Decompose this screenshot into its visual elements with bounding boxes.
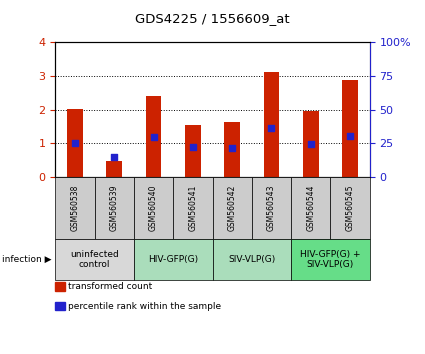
Text: transformed count: transformed count [68,282,152,291]
Text: GSM560540: GSM560540 [149,185,158,231]
Text: infection ▶: infection ▶ [2,255,51,264]
Text: HIV-GFP(G): HIV-GFP(G) [148,255,198,264]
Text: GDS4225 / 1556609_at: GDS4225 / 1556609_at [135,12,290,25]
Point [229,145,235,151]
Point [347,133,354,139]
Bar [342,80,358,177]
Bar [106,161,122,177]
Bar [67,109,83,177]
Text: GSM560542: GSM560542 [228,185,237,231]
Bar [185,125,201,177]
Point [150,134,157,139]
Bar [303,112,319,177]
Text: GSM560539: GSM560539 [110,185,119,231]
Text: GSM560543: GSM560543 [267,185,276,231]
Bar [264,72,279,177]
Point [307,142,314,147]
Text: percentile rank within the sample: percentile rank within the sample [68,302,221,311]
Point [71,141,78,146]
Text: uninfected
control: uninfected control [70,250,119,269]
Text: GSM560545: GSM560545 [346,185,354,231]
Bar [146,96,162,177]
Point [190,144,196,150]
Text: GSM560544: GSM560544 [306,185,315,231]
Text: SIV-VLP(G): SIV-VLP(G) [228,255,275,264]
Text: HIV-GFP(G) +
SIV-VLP(G): HIV-GFP(G) + SIV-VLP(G) [300,250,361,269]
Point [111,154,118,160]
Point [268,125,275,131]
Bar [224,122,240,177]
Text: GSM560538: GSM560538 [71,185,79,231]
Text: GSM560541: GSM560541 [188,185,197,231]
